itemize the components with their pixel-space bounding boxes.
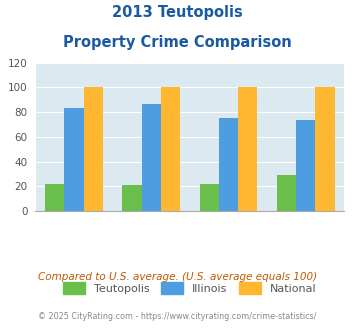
Text: © 2025 CityRating.com - https://www.cityrating.com/crime-statistics/: © 2025 CityRating.com - https://www.city… bbox=[38, 312, 317, 321]
Text: Property Crime Comparison: Property Crime Comparison bbox=[63, 35, 292, 50]
Bar bbox=[200, 184, 219, 211]
Bar bbox=[238, 87, 257, 211]
Bar bbox=[142, 104, 161, 211]
Legend: Teutopolis, Illinois, National: Teutopolis, Illinois, National bbox=[60, 279, 320, 297]
Text: Compared to U.S. average. (U.S. average equals 100): Compared to U.S. average. (U.S. average … bbox=[38, 272, 317, 282]
Text: 2013 Teutopolis: 2013 Teutopolis bbox=[112, 5, 243, 20]
Bar bbox=[161, 87, 180, 211]
Bar bbox=[122, 185, 142, 211]
Bar bbox=[45, 184, 65, 211]
Bar bbox=[219, 118, 238, 211]
Bar bbox=[277, 175, 296, 211]
Bar bbox=[65, 109, 84, 211]
Bar bbox=[296, 120, 315, 211]
Bar bbox=[84, 87, 103, 211]
Bar bbox=[315, 87, 335, 211]
